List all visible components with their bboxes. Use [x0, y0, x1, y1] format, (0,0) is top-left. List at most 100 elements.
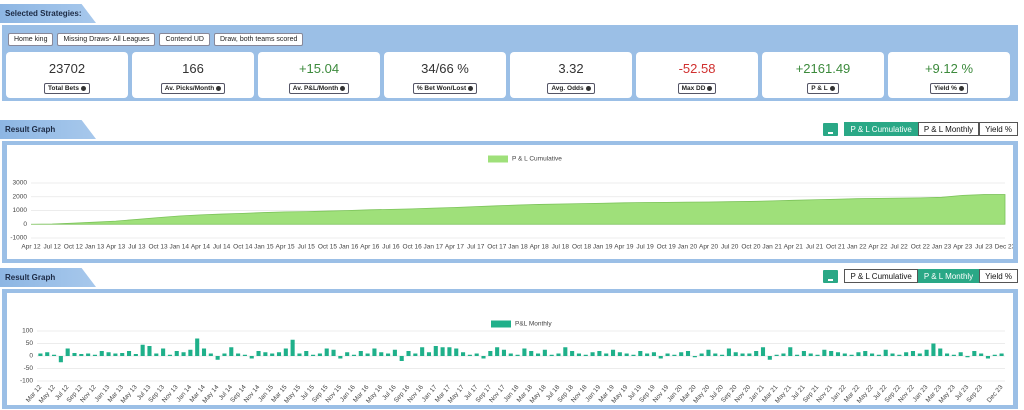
bar [290, 339, 295, 356]
bar [256, 351, 261, 356]
info-icon[interactable] [216, 85, 222, 91]
bar [631, 354, 636, 356]
x-tick-label: Jan 16 [339, 244, 359, 251]
info-icon[interactable] [585, 85, 591, 91]
bar [495, 347, 500, 356]
bar [406, 351, 411, 356]
x-tick-label: Apr 16 [360, 244, 380, 251]
bar [542, 349, 547, 356]
bar [311, 354, 316, 356]
bar [181, 352, 186, 356]
stat-label: Av. Picks/Month [160, 83, 226, 94]
info-icon[interactable] [829, 85, 835, 91]
area [30, 194, 1006, 225]
x-tick-label: Jul 13 [128, 244, 146, 251]
bar [951, 354, 956, 356]
bar [658, 356, 663, 359]
x-tick-label: Jul 18 [552, 244, 570, 251]
info-icon[interactable] [958, 85, 964, 91]
stat-label-text: Av. P&L/Month [292, 85, 339, 92]
info-icon[interactable] [340, 85, 346, 91]
section-tab: Result Graph [0, 120, 96, 139]
bar [938, 348, 943, 356]
bar [604, 353, 609, 356]
bar [147, 346, 152, 356]
stat-label-text: Max DD [681, 85, 706, 92]
y-tick-label: -100 [20, 378, 33, 385]
x-tick-label: Jul 14 [213, 244, 231, 251]
chart-area: -1000 0 1000 2000 3000 P & L Cumulative Apr 12… [7, 145, 1016, 259]
bar [297, 353, 302, 356]
bar [795, 354, 800, 356]
x-tick-label: Oct 19 [657, 244, 677, 251]
bar [229, 347, 234, 356]
chart: -1000 0 1000 2000 3000 P & L Cumulative Apr 12… [10, 155, 1016, 251]
x-tick-label: Oct 21 [826, 244, 846, 251]
strategy-chip[interactable]: Missing Draws- All Leagues [57, 33, 156, 46]
bar [870, 353, 875, 356]
bar [270, 353, 275, 356]
y-tick-label: 3000 [13, 180, 28, 187]
info-icon[interactable] [468, 85, 474, 91]
tab-button[interactable]: Yield % [979, 269, 1018, 283]
bar [863, 351, 868, 356]
x-tick-label: Apr 22 [868, 244, 888, 251]
bar [788, 347, 793, 356]
bar [617, 352, 622, 356]
bar [106, 352, 111, 356]
bar [917, 353, 922, 356]
bar [876, 354, 881, 356]
bar [774, 354, 779, 356]
stat-label: P & L [807, 83, 839, 94]
strategies-panel: Home king Missing Draws- All Leagues Conte… [2, 25, 1018, 101]
tab-button[interactable]: Yield % [979, 122, 1018, 136]
bar [79, 354, 84, 356]
bar [242, 354, 247, 356]
stat-card: +2161.49 P & L [762, 52, 884, 98]
y-tick-label: 2000 [13, 193, 28, 200]
info-icon[interactable] [80, 85, 86, 91]
strategy-chip[interactable]: Draw, both teams scored [213, 33, 304, 46]
strategy-chip[interactable]: Home king [8, 33, 54, 46]
x-tick-label: Jan 23 [932, 244, 952, 251]
bar [822, 349, 827, 356]
bar [638, 351, 643, 356]
download-button[interactable] [823, 269, 839, 283]
x-tick-label: Oct 14 [233, 244, 253, 251]
stat-label: Av. P&L/Month [288, 83, 350, 94]
stat-value: 23702 [48, 61, 86, 76]
tab-button[interactable]: P & L Monthly [917, 269, 980, 283]
cards: 23702 Total Bets 166 Av. Picks/Month +15.04 A… [6, 52, 1010, 98]
tab-button[interactable]: P & L Cumulative [844, 269, 918, 283]
x-tick-label: Oct 15 [318, 244, 338, 251]
x-tick-label: Jul 17 [467, 244, 485, 251]
bar [338, 356, 343, 359]
toolbar: P & L Cumulative P & L Monthly Yield % [823, 269, 1018, 283]
download-button[interactable] [823, 122, 839, 136]
tab-button[interactable]: P & L Monthly [917, 122, 980, 136]
y-tick-label: 0 [29, 353, 33, 360]
bar [392, 349, 397, 356]
strategy-chip[interactable]: Contend UD [159, 33, 210, 46]
x-tick-label: Jan 21 [762, 244, 782, 251]
bar [99, 351, 104, 356]
stat-label: Yield % [930, 83, 968, 94]
info-icon[interactable] [707, 85, 713, 91]
bar [120, 353, 125, 356]
stat-card: -52.58 Max DD [636, 52, 758, 98]
bar [474, 353, 479, 356]
bar [556, 353, 561, 356]
tab-button[interactable]: P & L Cumulative [844, 122, 918, 136]
bar [883, 349, 888, 356]
bar [222, 353, 227, 356]
bar [726, 348, 731, 356]
bar [760, 347, 766, 356]
bar [624, 353, 629, 356]
bar [154, 353, 159, 356]
bar [958, 352, 963, 356]
x-tick-label: Jan 22 [847, 244, 867, 251]
x-tick-label: Jul 20 [721, 244, 739, 251]
bar [706, 349, 711, 356]
